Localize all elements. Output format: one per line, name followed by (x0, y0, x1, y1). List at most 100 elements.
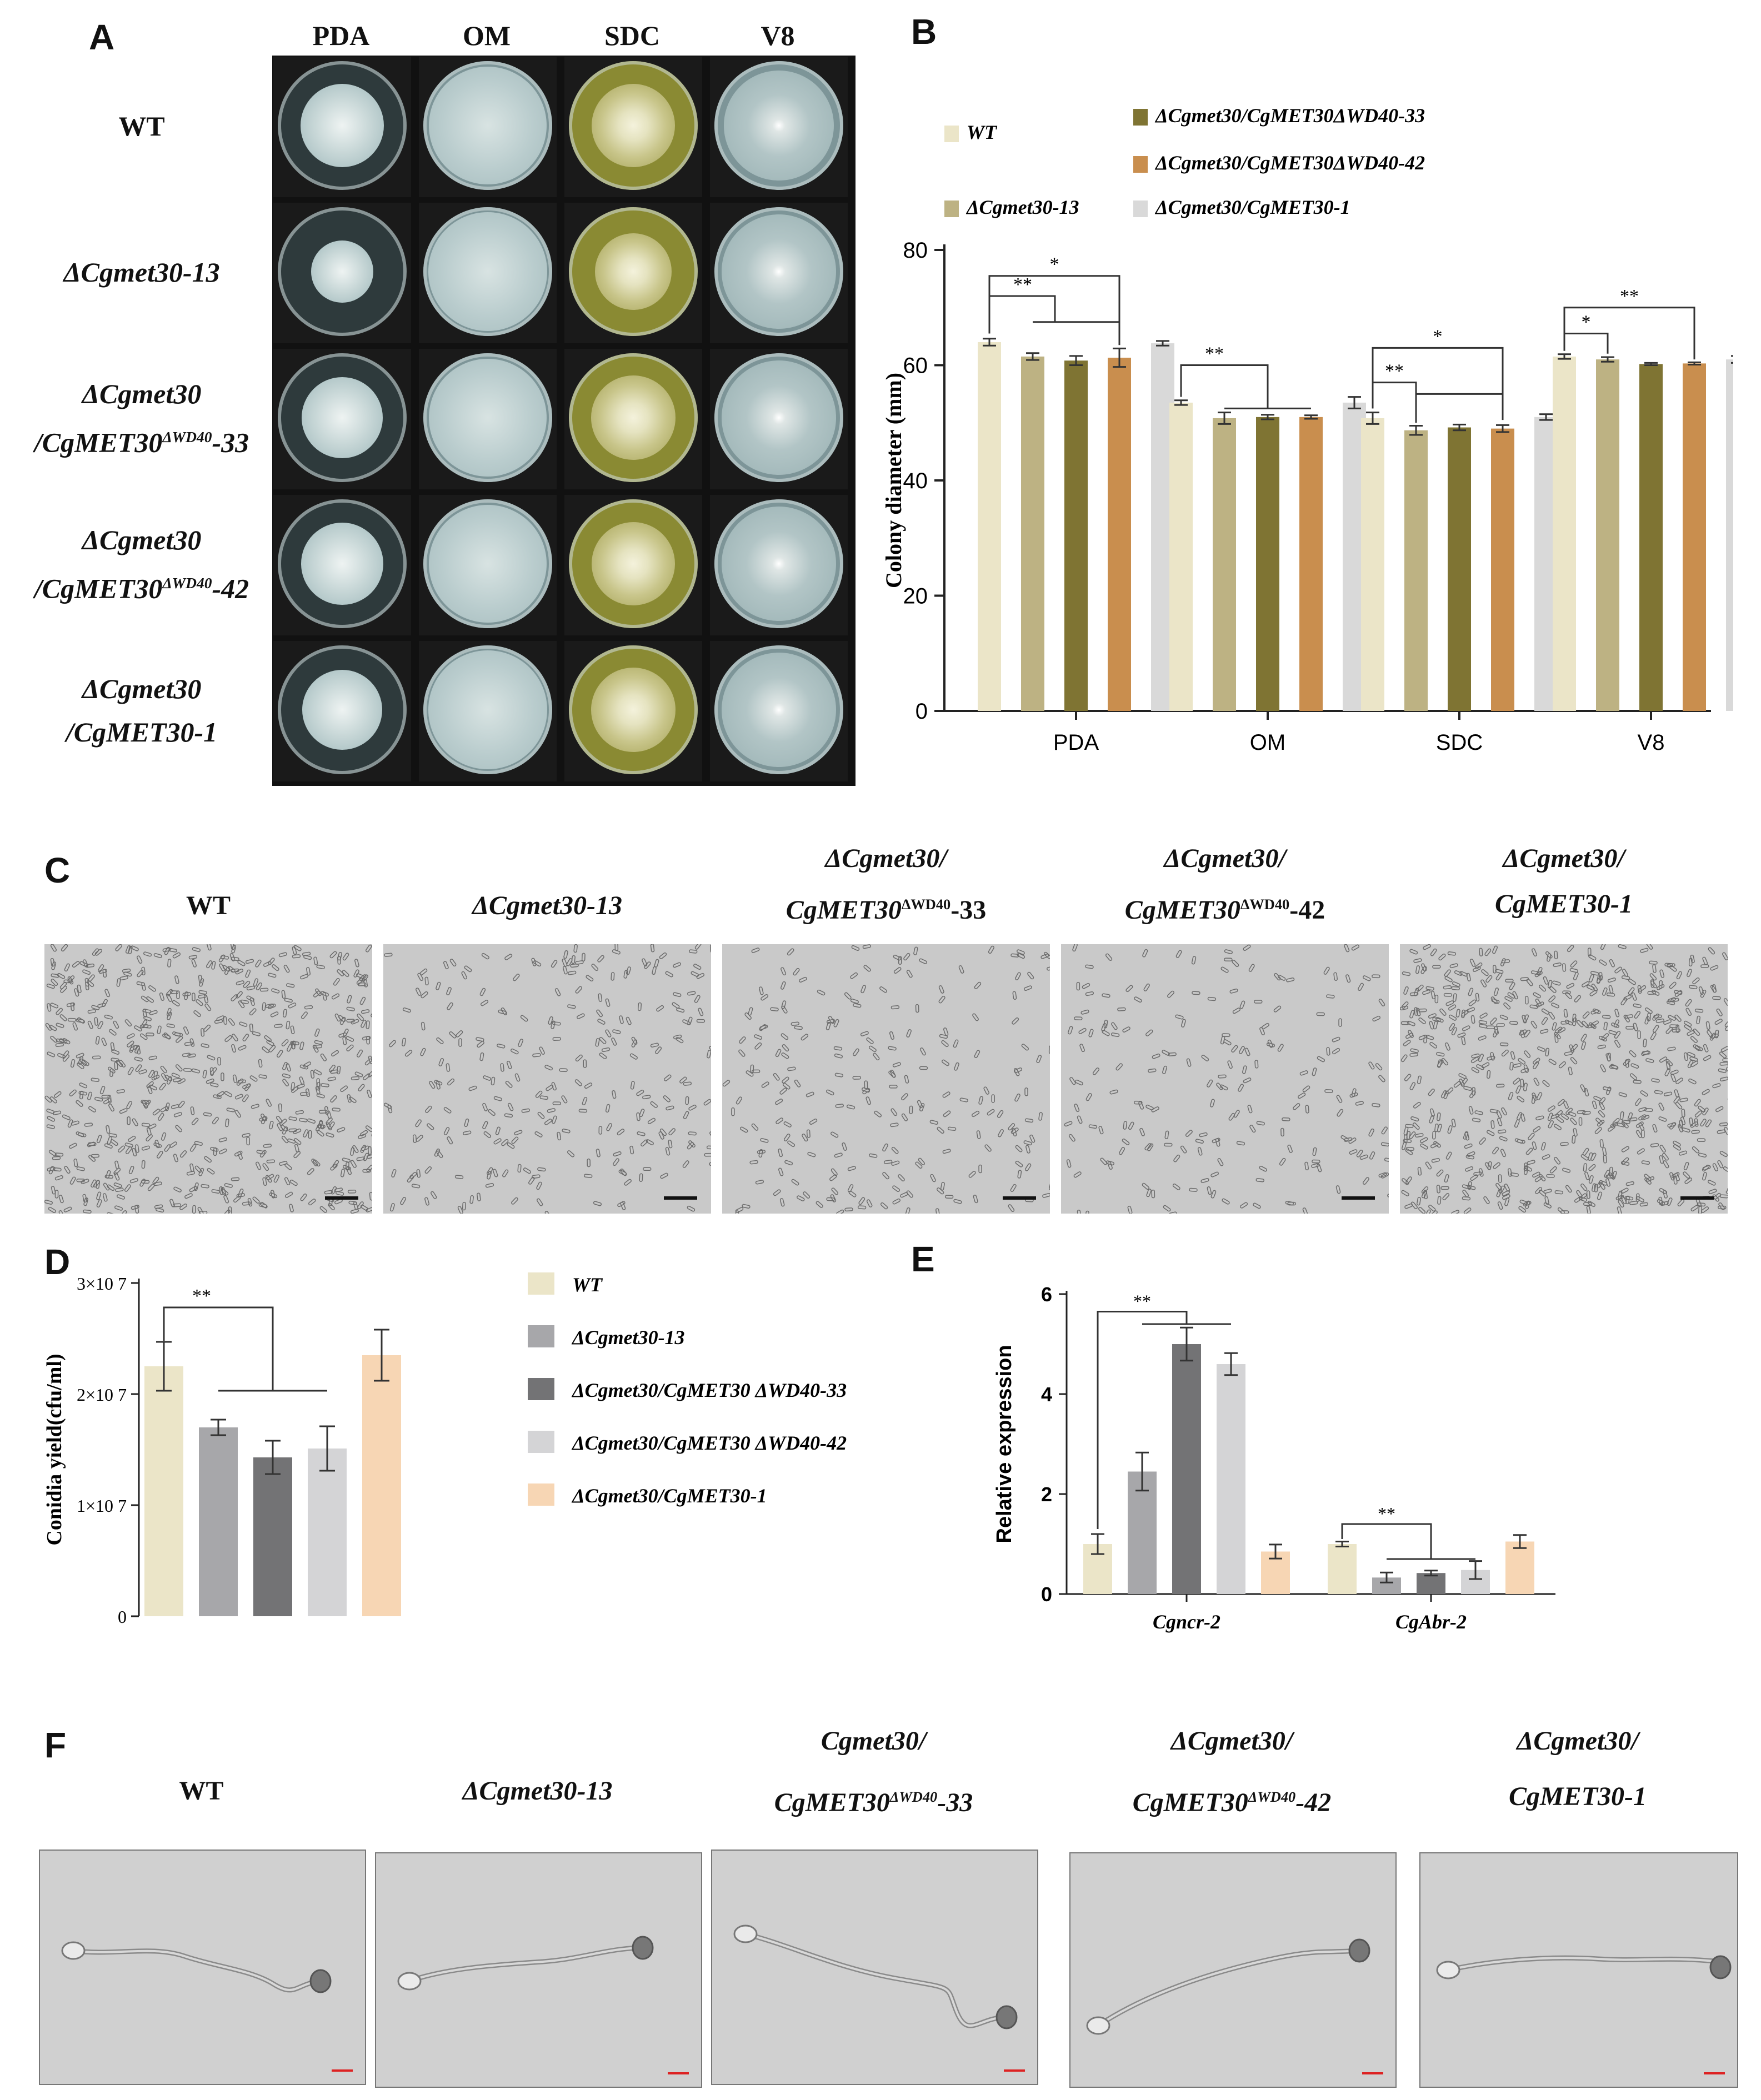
conidium (51, 961, 57, 970)
conidium (1138, 1101, 1144, 1110)
conidium (175, 1125, 183, 1132)
conidium (703, 1099, 711, 1106)
conidium (1447, 951, 1457, 956)
conidium (761, 994, 769, 1001)
conidium (1425, 1161, 1432, 1170)
conidium (1574, 995, 1582, 1003)
conidium (1554, 1124, 1562, 1130)
conidium (152, 1176, 159, 1185)
conidium (1461, 1077, 1468, 1086)
conidium (937, 1126, 944, 1134)
conidium (259, 1150, 267, 1158)
conidium (873, 1052, 880, 1061)
conidium (319, 1121, 324, 1130)
conidium (1451, 1119, 1456, 1127)
conidium (1359, 1154, 1368, 1160)
conidium (913, 946, 918, 955)
conidium (1467, 1151, 1475, 1157)
conidium (1455, 1009, 1460, 1018)
conidium (299, 1076, 304, 1085)
conidium (84, 978, 89, 987)
conidium (918, 1157, 925, 1166)
conidium (1547, 980, 1553, 989)
conidium (363, 979, 368, 988)
conidium (154, 1140, 160, 1149)
conidium (457, 1206, 463, 1214)
conidium (1566, 983, 1574, 989)
conidium (1123, 1121, 1128, 1130)
conidium (1487, 1055, 1495, 1061)
conidium (132, 1147, 137, 1157)
conidium (598, 1126, 603, 1135)
conidium (74, 988, 79, 997)
legend-swatch (1133, 201, 1148, 217)
conidium (1078, 1028, 1087, 1034)
conidium (146, 996, 154, 1003)
conidium (835, 1104, 844, 1108)
conidium (846, 1104, 856, 1110)
conidium (209, 1067, 214, 1076)
conidium (1473, 1171, 1482, 1176)
conidium (1708, 947, 1715, 955)
conidium (1472, 1117, 1481, 1122)
conidium (629, 1145, 634, 1155)
conidium (416, 988, 422, 996)
conidium (520, 1015, 528, 1022)
y-axis-label: Conidia yield(cfu/ml) (43, 1354, 66, 1545)
conidium (973, 1195, 978, 1204)
conidium (346, 1006, 355, 1011)
conidium (1431, 1158, 1440, 1163)
conidium (959, 1097, 968, 1102)
conidium (1547, 1112, 1553, 1121)
conidium (505, 1081, 513, 1088)
conidium (238, 1000, 245, 1009)
conidium (493, 1138, 502, 1145)
conidium (1690, 1121, 1698, 1128)
conidium (1679, 1097, 1688, 1102)
conidium (416, 1169, 421, 1178)
conidium (1614, 1040, 1621, 1048)
conidium (246, 985, 256, 991)
conidium (1599, 1139, 1604, 1148)
conidium (1105, 953, 1113, 961)
conidium (311, 1159, 318, 1166)
conidium (128, 1135, 136, 1142)
conidium (78, 1056, 84, 1065)
conidium (605, 1104, 611, 1113)
conidium (1672, 1028, 1681, 1033)
conidium (337, 956, 342, 965)
conidium (1228, 1112, 1235, 1121)
conidium (844, 1207, 853, 1212)
conidium (613, 1158, 619, 1166)
conidium (265, 1003, 274, 1009)
conidium (1667, 963, 1675, 968)
conidium (581, 953, 586, 962)
conidium (1602, 987, 1608, 996)
conidium (207, 1167, 215, 1175)
conidium (909, 1105, 913, 1115)
conidium (1670, 998, 1679, 1003)
conidium (834, 1053, 843, 1059)
conidium (124, 1184, 131, 1192)
conidium (1644, 1107, 1653, 1112)
conidium (605, 1029, 612, 1038)
conidium (1437, 1059, 1444, 1067)
conidium (290, 1041, 296, 1050)
conidium (1617, 1122, 1625, 1127)
conidium (198, 975, 203, 984)
conidium (1400, 1021, 1410, 1025)
conidium (1594, 1127, 1602, 1134)
conidium (1467, 1185, 1476, 1190)
conidium (231, 1177, 240, 1181)
conidium (1670, 1069, 1679, 1075)
conidium (1079, 1044, 1085, 1052)
conidium (153, 953, 162, 959)
conidium (434, 1080, 443, 1086)
conidium (1434, 1123, 1439, 1132)
conidium (402, 1007, 411, 1013)
conidium (233, 1195, 241, 1203)
conidium (1557, 1207, 1565, 1214)
strain-row-label: ΔCgmet30-13 (63, 256, 220, 288)
fungal-colony (722, 360, 836, 475)
conidium (1481, 969, 1489, 976)
